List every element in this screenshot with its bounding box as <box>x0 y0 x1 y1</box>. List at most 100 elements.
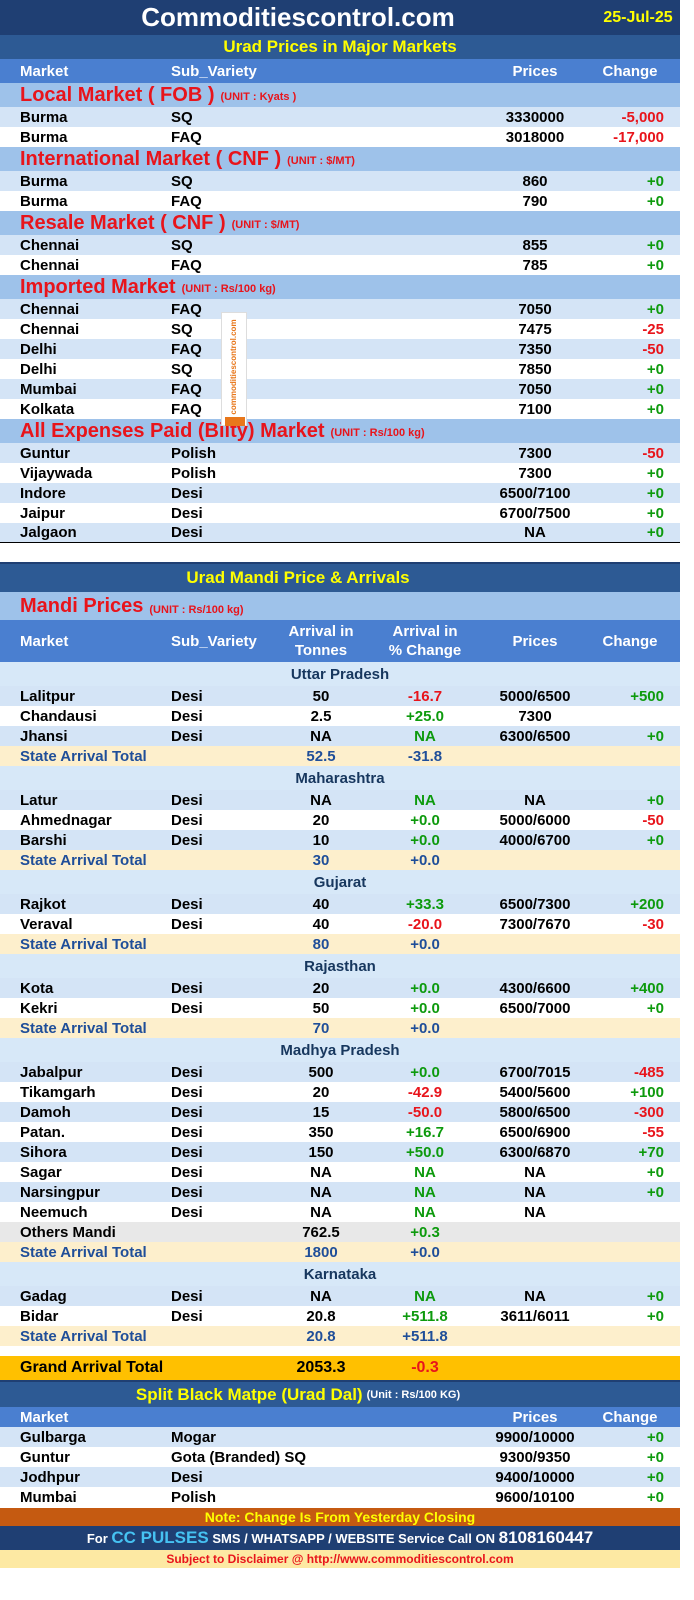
table-row: Burma SQ 3330000 -5,000 <box>0 107 680 127</box>
change: +0 <box>646 236 664 254</box>
site-title: Commoditiescontrol.com <box>141 2 455 32</box>
section-title-wrap: All Expenses Paid (Bilty) Market (UNIT : … <box>20 419 425 443</box>
state-total-arrival: 52.5 <box>306 747 336 765</box>
mandi-title: Mandi Prices <box>20 594 144 617</box>
state-total-pct: +0.0 <box>410 1243 440 1261</box>
service-phone[interactable]: 8108160447 <box>498 1528 594 1547</box>
sub-variety: FAQ <box>171 256 202 274</box>
change: -50 <box>642 340 664 358</box>
col-market: Market <box>20 62 69 80</box>
section-title: Mandi Prices (UNIT : Rs/100 kg) <box>20 592 244 620</box>
table-row: Burma SQ 860 +0 <box>0 171 680 191</box>
watermark-text: commoditiescontrol.com <box>229 319 238 415</box>
banner-title: Urad Prices in Major Markets <box>223 37 457 56</box>
table-row: Indore Desi 6500/7100 +0 <box>0 483 680 503</box>
state-total-label: State Arrival Total <box>20 851 147 869</box>
col-change: Change <box>602 62 658 80</box>
note-bar: Note: Change Is From Yesterday Closing <box>0 1508 680 1526</box>
price: 4000/6700 <box>499 831 571 849</box>
arrival-pct-change: +0.3 <box>410 1223 440 1241</box>
market-name: Patan. <box>20 1123 66 1141</box>
section-header: Imported Market (UNIT : Rs/100 kg) <box>0 275 680 299</box>
state-name: Karnataka <box>303 1265 377 1283</box>
arrival-tonnes: 20 <box>312 1083 330 1101</box>
change: +0 <box>646 524 664 541</box>
price: 6500/6900 <box>499 1123 571 1141</box>
arrival-pct-change: -42.9 <box>407 1083 443 1101</box>
market-name: Jaipur <box>20 504 66 522</box>
section-unit: (UNIT : Kyats ) <box>220 91 297 103</box>
arrival-pct-change: -50.0 <box>407 1103 443 1121</box>
table-row: Tikamgarh Desi 20 -42.9 5400/5600 +100 <box>0 1082 680 1102</box>
state-total-row: State Arrival Total 1800 +0.0 <box>0 1242 680 1262</box>
market-name: Vijaywada <box>20 464 93 482</box>
table-row: Burma FAQ 790 +0 <box>0 191 680 211</box>
table-row: Patan. Desi 350 +16.7 6500/6900 -55 <box>0 1122 680 1142</box>
mandi-column-header: Market Sub_Variety Arrival in Tonnes Arri… <box>0 620 680 662</box>
market-name: Mumbai <box>20 1488 77 1506</box>
market-name: Burma <box>20 172 68 190</box>
change: +0 <box>646 172 664 190</box>
table-row: Guntur Gota (Branded) SQ 9300/9350 +0 <box>0 1447 680 1467</box>
arrival-pct-change: +0.0 <box>410 831 440 849</box>
change: +0 <box>646 999 664 1017</box>
table-row: Chennai SQ 855 +0 <box>0 235 680 255</box>
col-arrival-line2: Tonnes <box>294 642 348 659</box>
arrival-tonnes: 15 <box>312 1103 330 1121</box>
price: 7850 <box>518 360 552 378</box>
sub-variety: SQ <box>171 108 193 126</box>
service-bar: For CC PULSES SMS / WHATSAPP / WEBSITE S… <box>0 1526 680 1550</box>
state-total-arrival: 80 <box>312 935 330 953</box>
change: +500 <box>630 687 664 705</box>
section-title: Resale Market ( CNF ) <box>20 211 226 234</box>
market-name: Chennai <box>20 320 80 338</box>
change <box>596 1222 664 1242</box>
arrival-pct-change: NA <box>414 1287 436 1305</box>
arrival-tonnes: NA <box>310 791 332 809</box>
banner-mandi-title: Urad Mandi Price & Arrivals <box>186 568 410 587</box>
section-unit: (UNIT : Rs/100 kg) <box>181 283 276 295</box>
table-row: Jalgaon Desi NA +0 <box>0 523 680 543</box>
market-name: Jhansi <box>20 727 68 745</box>
arrival-tonnes: 20 <box>312 979 330 997</box>
table-row: Jabalpur Desi 500 +0.0 6700/7015 -485 <box>0 1062 680 1082</box>
price: 6700/7500 <box>499 504 571 522</box>
state-total-label: State Arrival Total <box>20 747 147 765</box>
sub-variety: Mogar <box>171 1428 216 1446</box>
market-name: Rajkot <box>20 895 66 913</box>
table-row: Chennai SQ 7475 -25 <box>0 319 680 339</box>
change: +0 <box>646 484 664 502</box>
arrival-tonnes: NA <box>310 1287 332 1305</box>
sub-variety: Desi <box>171 1063 203 1081</box>
change: +0 <box>646 1307 664 1325</box>
table-row: Ahmednagar Desi 20 +0.0 5000/6000 -50 <box>0 810 680 830</box>
service-line: For CC PULSES SMS / WHATSAPP / WEBSITE S… <box>0 1526 680 1550</box>
arrival-pct-change: +0.0 <box>410 999 440 1017</box>
sub-variety: Desi <box>171 831 203 849</box>
arrival-tonnes: NA <box>310 1163 332 1181</box>
change: -50 <box>642 811 664 829</box>
price: 9400/10000 <box>495 1468 575 1486</box>
disclaimer-link[interactable]: Subject to Disclaimer @ http://www.commo… <box>166 1552 514 1566</box>
table-row: Burma FAQ 3018000 -17,000 <box>0 127 680 147</box>
market-name: Chennai <box>20 236 80 254</box>
sub-variety: Desi <box>171 484 203 502</box>
change: +0 <box>646 831 664 849</box>
price: 3330000 <box>505 108 565 126</box>
price: NA <box>524 1163 546 1181</box>
price: 7050 <box>518 300 552 318</box>
state-name: Gujarat <box>313 873 367 891</box>
market-name: Jalgaon <box>20 524 77 541</box>
market-name: Guntur <box>20 1448 70 1466</box>
table-row: Mumbai Polish 9600/10100 +0 <box>0 1487 680 1507</box>
price: 855 <box>522 236 548 254</box>
col-arrival: Arrival in Tonnes <box>280 620 362 662</box>
state-total-arrival: 1800 <box>304 1243 338 1261</box>
table-row: Others Mandi 762.5 +0.3 <box>0 1222 680 1242</box>
price: 4300/6600 <box>499 979 571 997</box>
price: 7100 <box>518 400 552 418</box>
market-name: Sagar <box>20 1163 62 1181</box>
change: -25 <box>642 320 664 338</box>
state-total-pct: +0.0 <box>410 1019 440 1037</box>
table-row: Guntur Polish 7300 -50 <box>0 443 680 463</box>
